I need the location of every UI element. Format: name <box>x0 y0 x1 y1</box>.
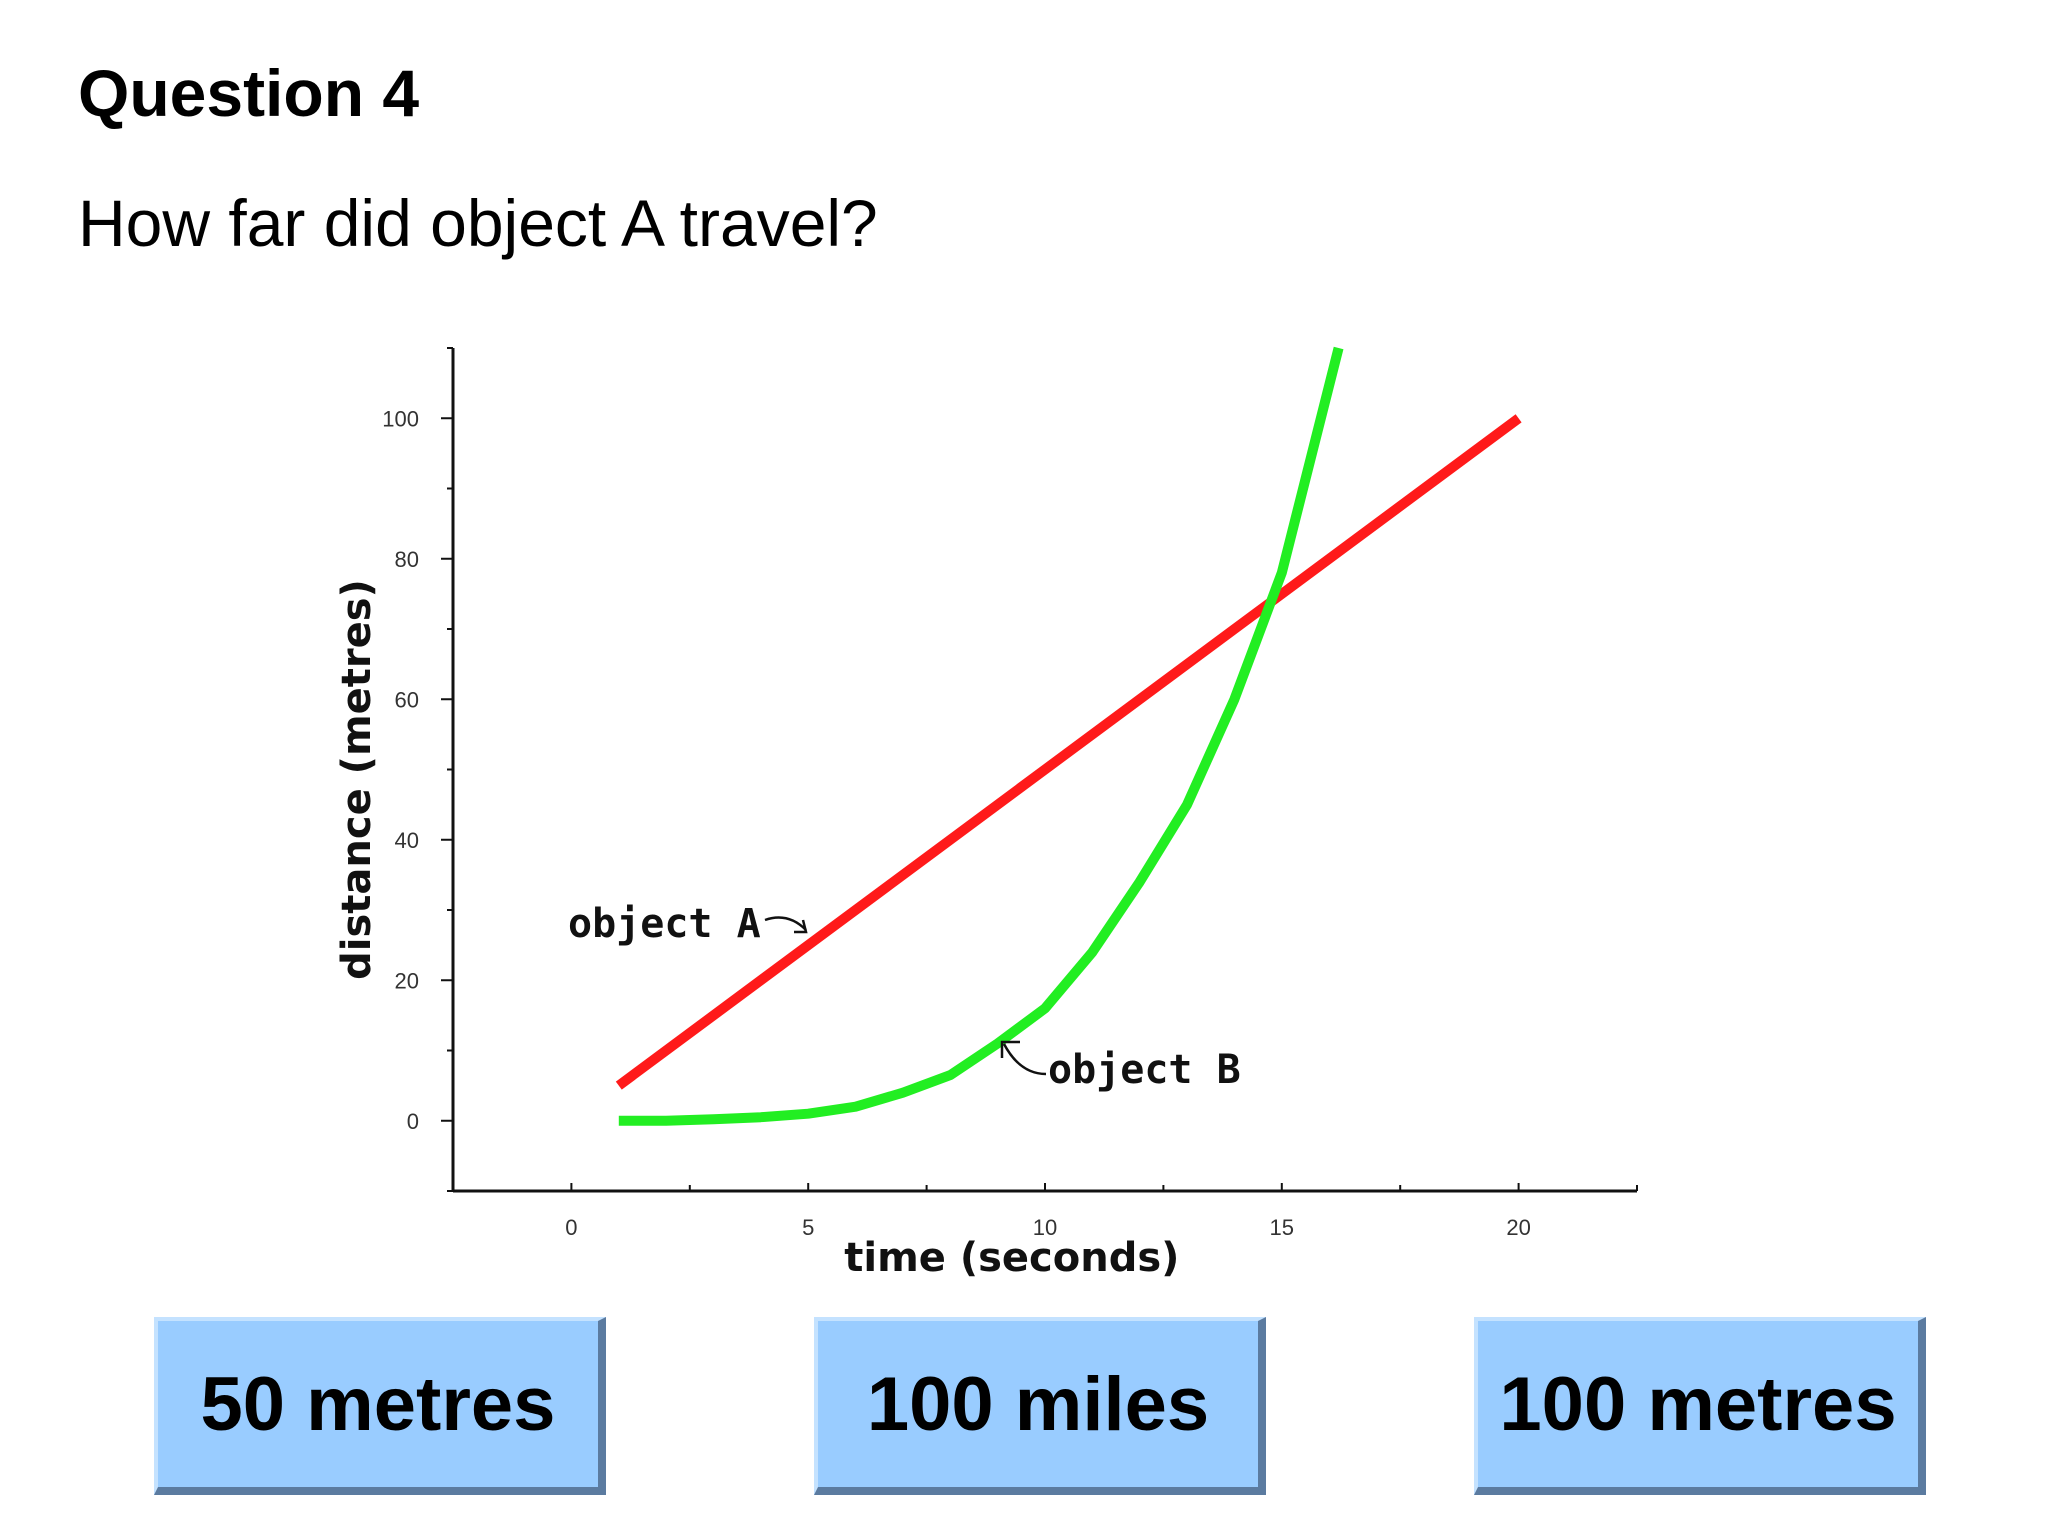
y-tick-label: 80 <box>395 547 419 572</box>
y-tick-label: 40 <box>395 828 419 853</box>
answer-button-2[interactable]: 100 miles <box>814 1317 1266 1495</box>
y-tick-label: 100 <box>382 406 419 431</box>
series-line-object-a <box>615 414 1522 1090</box>
y-tick-label: 0 <box>407 1109 419 1134</box>
answer-button-3[interactable]: 100 metres <box>1474 1317 1926 1495</box>
x-tick-label: 15 <box>1270 1215 1294 1240</box>
annotation-arrow-a <box>764 916 807 931</box>
x-tick-label: 10 <box>1033 1215 1057 1240</box>
x-tick-label: 20 <box>1506 1215 1530 1240</box>
annotation-arrow-b <box>1002 1043 1047 1076</box>
x-axis-title: time (seconds) <box>844 1235 1179 1281</box>
y-tick-label: 60 <box>395 687 419 712</box>
y-axis-title: distance (metres) <box>334 579 380 980</box>
x-tick-label: 5 <box>802 1215 814 1240</box>
x-tick-label: 0 <box>565 1215 577 1240</box>
series-line-object-b <box>618 346 1344 1126</box>
annotation-object-a: object A <box>568 901 761 947</box>
annotation-arrowhead-b <box>1000 1040 1020 1058</box>
annotation-object-b: object B <box>1048 1047 1241 1093</box>
answer-button-1[interactable]: 50 metres <box>154 1317 606 1495</box>
annotation-arrowhead-a <box>794 919 808 934</box>
y-tick-label: 20 <box>395 968 419 993</box>
question-text: How far did object A travel? <box>78 186 878 260</box>
question-number: Question 4 <box>78 56 420 130</box>
